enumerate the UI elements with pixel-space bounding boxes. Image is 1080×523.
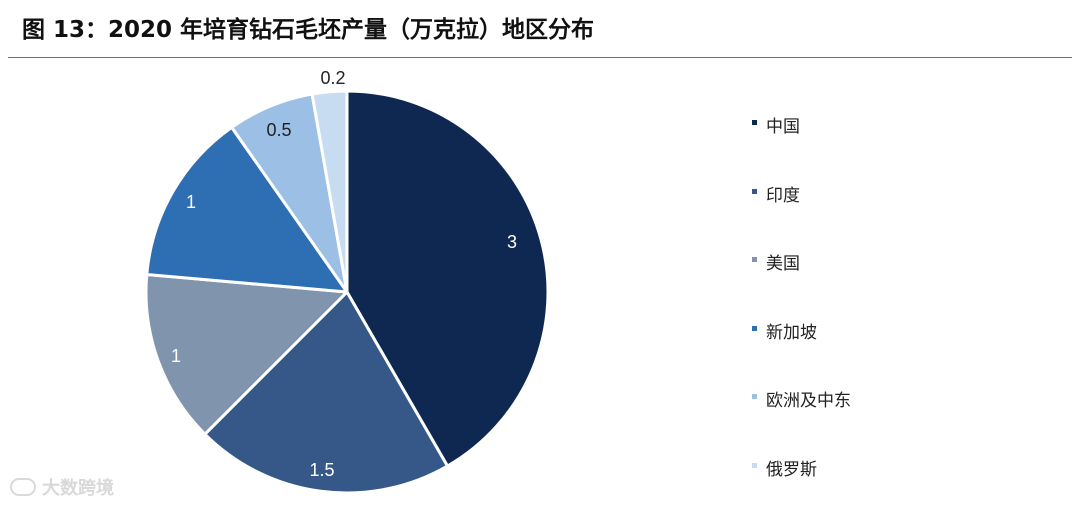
- title-divider: [8, 57, 1072, 58]
- legend-item: 新加坡: [752, 318, 851, 387]
- legend: 中国印度美国新加坡欧洲及中东俄罗斯: [752, 112, 851, 523]
- legend-item: 美国: [752, 249, 851, 318]
- pie-value-label-4: 1: [186, 192, 196, 212]
- legend-label: 欧洲及中东: [766, 386, 851, 411]
- legend-swatch: [752, 257, 757, 262]
- watermark-logo-icon: [10, 478, 36, 496]
- pie-value-label-2: 1.5: [309, 460, 334, 480]
- legend-label: 印度: [766, 181, 800, 206]
- pie-slices: [146, 91, 548, 493]
- legend-item: 印度: [752, 181, 851, 250]
- pie-chart: 3 1.5 1 1 0.5 0.2: [0, 60, 1080, 508]
- legend-label: 美国: [766, 249, 800, 274]
- legend-item: 欧洲及中东: [752, 386, 851, 455]
- legend-swatch: [752, 463, 757, 468]
- pie-value-label-5: 0.5: [266, 120, 291, 140]
- legend-label: 新加坡: [766, 318, 817, 343]
- legend-swatch: [752, 120, 757, 125]
- legend-label: 中国: [766, 112, 800, 137]
- legend-label: 俄罗斯: [766, 455, 817, 480]
- watermark-text: 大数跨境: [42, 474, 114, 500]
- legend-item: 俄罗斯: [752, 455, 851, 523]
- legend-swatch: [752, 189, 757, 194]
- watermark: 大数跨境: [10, 474, 114, 500]
- pie-value-label-1: 3: [507, 232, 517, 252]
- pie-value-label-3: 1: [171, 346, 181, 366]
- pie-value-label-6: 0.2: [320, 68, 345, 88]
- legend-swatch: [752, 394, 757, 399]
- legend-swatch: [752, 326, 757, 331]
- legend-item: 中国: [752, 112, 851, 181]
- figure-title: 图 13：2020 年培育钻石毛坯产量（万克拉）地区分布: [22, 10, 594, 44]
